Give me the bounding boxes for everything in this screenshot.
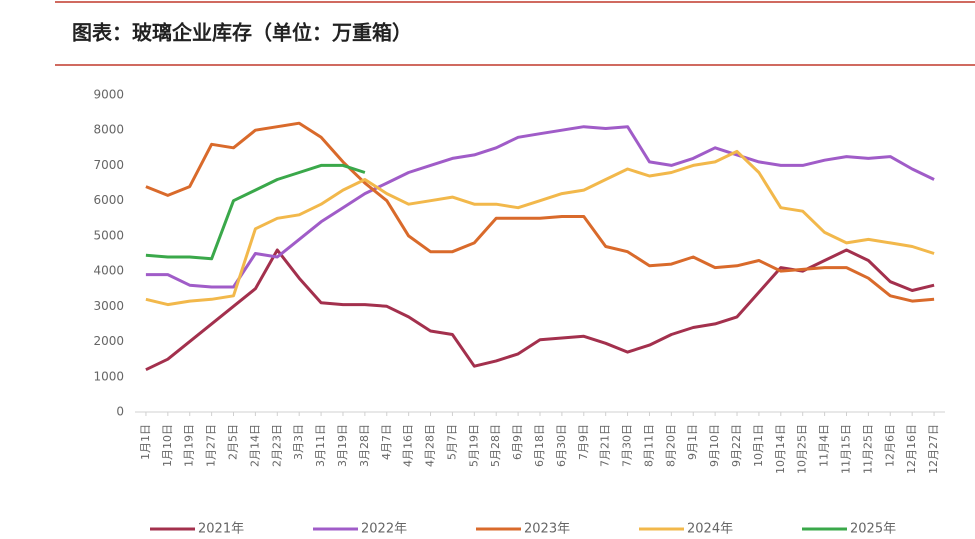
y-tick-label: 4000	[93, 264, 124, 278]
x-tick-label: 10月25日	[796, 424, 809, 474]
x-tick-label: 9月10日	[708, 424, 721, 467]
y-tick-label: 0	[116, 405, 124, 419]
series-line	[145, 125, 935, 289]
y-tick-label: 1000	[93, 369, 124, 383]
x-tick-label: 3月11日	[314, 424, 327, 467]
y-tick-label: 9000	[93, 88, 124, 102]
x-tick-label: 6月9日	[511, 424, 524, 460]
x-tick-label: 4月7日	[380, 424, 393, 460]
x-tick-label: 9月1日	[686, 424, 699, 460]
x-tick-label: 11月25日	[861, 424, 874, 474]
x-tick-label: 5月19日	[467, 424, 480, 467]
x-tick-label: 12月27日	[927, 424, 940, 474]
x-tick-label: 6月30日	[555, 424, 568, 467]
x-tick-label: 12月6日	[883, 424, 896, 467]
x-tick-label: 11月15日	[839, 424, 852, 474]
x-tick-label: 1月19日	[183, 424, 196, 467]
series-line	[145, 248, 935, 372]
x-tick-label: 2月14日	[248, 424, 261, 467]
x-tick-label: 8月11日	[642, 424, 655, 467]
series-line	[145, 163, 366, 261]
y-tick-label: 7000	[93, 158, 124, 172]
x-tick-label: 3月19日	[336, 424, 349, 467]
x-tick-label: 10月14日	[774, 424, 787, 474]
series-line	[145, 121, 935, 303]
y-tick-label: 5000	[93, 228, 124, 242]
x-tick-label: 2月23日	[270, 424, 283, 467]
x-tick-label: 1月27日	[205, 424, 218, 467]
x-tick-label: 11月4日	[818, 424, 831, 467]
x-tick-label: 4月28日	[424, 424, 437, 467]
x-tick-label: 5月7日	[445, 424, 458, 460]
x-tick-label: 9月22日	[730, 424, 743, 467]
x-tick-label: 10月1日	[752, 424, 765, 467]
chart-title: 图表：玻璃企业库存（单位：万重箱）	[72, 21, 412, 45]
y-tick-label: 3000	[93, 299, 124, 313]
y-tick-label: 8000	[93, 123, 124, 137]
legend-label: 2023年	[524, 522, 570, 537]
x-tick-label: 6月18日	[533, 424, 546, 467]
x-tick-label: 7月9日	[577, 424, 590, 460]
x-tick-label: 7月21日	[599, 424, 612, 467]
x-tick-label: 5月28日	[489, 424, 502, 467]
legend-label: 2024年	[687, 522, 733, 537]
legend-label: 2025年	[850, 522, 896, 537]
x-tick-label: 12月16日	[905, 424, 918, 474]
series-line	[145, 149, 935, 307]
x-tick-label: 2月5日	[227, 424, 240, 460]
x-tick-label: 1月1日	[139, 424, 152, 460]
y-tick-label: 2000	[93, 334, 124, 348]
legend-label: 2022年	[361, 522, 407, 537]
x-tick-label: 8月20日	[664, 424, 677, 467]
x-tick-label: 3月28日	[358, 424, 371, 467]
x-tick-label: 1月10日	[161, 424, 174, 467]
legend-label: 2021年	[198, 522, 244, 537]
x-tick-label: 3月3日	[292, 424, 305, 460]
x-tick-label: 7月30日	[621, 424, 634, 467]
y-tick-label: 6000	[93, 193, 124, 207]
x-tick-label: 4月16日	[402, 424, 415, 467]
